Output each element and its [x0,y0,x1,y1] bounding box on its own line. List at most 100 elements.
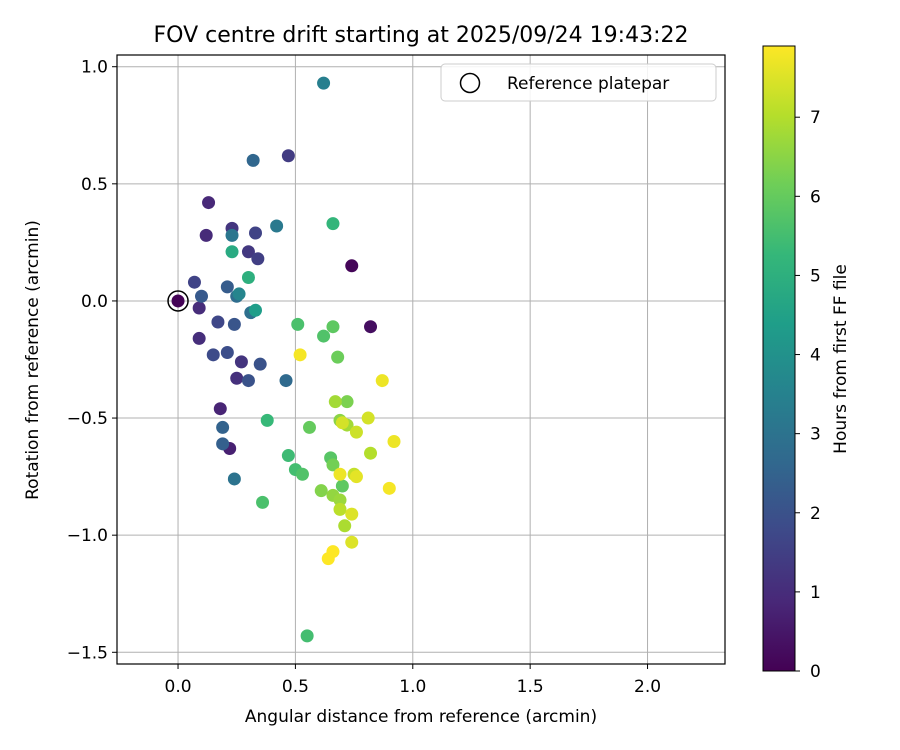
data-point [249,226,263,240]
data-point [199,228,213,242]
data-point [300,629,314,643]
legend-label: Reference platepar [507,74,669,94]
data-point [326,458,340,472]
data-point [246,153,260,167]
chart-title: FOV centre drift starting at 2025/09/24 … [154,23,689,48]
data-point [293,348,307,362]
data-point [241,374,255,388]
data-point [349,470,363,484]
data-point [230,371,244,385]
colorbar-tick-label: 6 [810,187,821,207]
data-point [382,481,396,495]
y-tick-label: −1.5 [67,643,108,663]
data-point [216,437,230,451]
legend-marker-reference-icon [459,72,481,94]
data-point [295,467,309,481]
data-point [317,76,331,90]
data-point [171,294,185,308]
y-tick-label: −1.0 [67,526,108,546]
data-point [256,495,270,509]
data-point [260,413,274,427]
data-point [387,434,401,448]
data-point [202,196,216,210]
data-point [326,320,340,334]
data-point [364,446,378,460]
data-point [349,425,363,439]
data-point [281,449,295,463]
y-tick-label: 0.5 [81,175,108,195]
data-point [216,420,230,434]
colorbar-gradient [762,45,796,672]
x-tick-label: 2.0 [634,677,661,697]
data-point [192,331,206,345]
data-point [331,350,345,364]
data-point [232,287,246,301]
data-point [345,535,359,549]
data-point [317,329,331,343]
data-point [302,420,316,434]
data-point [345,259,359,273]
colorbar-label: Hours from first FF file [831,264,851,454]
data-point [234,355,248,369]
colorbar-tick-label: 4 [810,346,821,366]
colorbar-tick-label: 7 [810,108,821,128]
data-point [335,479,349,493]
data-point [328,395,342,409]
data-point [270,219,284,233]
colorbar-tick-label: 0 [810,662,821,682]
data-point [220,280,234,294]
plot-frame [116,54,726,665]
data-point [206,348,220,362]
legend: Reference platepar [440,63,717,102]
colorbar-tick-label: 2 [810,504,821,524]
data-point [321,552,335,566]
y-tick-label: −0.5 [67,409,108,429]
data-point [364,320,378,334]
data-point [220,345,234,359]
data-point [345,507,359,521]
data-point [335,416,349,430]
colorbar-tick-label: 5 [810,266,821,286]
data-point [225,228,239,242]
data-point [227,317,241,331]
data-point [340,395,354,409]
data-point [241,245,255,259]
grid-lines [117,55,725,664]
data-point [211,315,225,329]
y-axis-label: Rotation from reference (arcmin) [23,220,43,500]
data-points [167,76,401,643]
data-point [241,271,255,285]
colorbar-tick-label: 3 [810,425,821,445]
data-point [225,245,239,259]
data-point [281,149,295,163]
data-point [291,317,305,331]
x-axis-label: Angular distance from reference (arcmin) [245,707,597,727]
colorbar-tick-label: 1 [810,583,821,603]
data-point [187,275,201,289]
x-tick-label: 1.0 [399,677,426,697]
reference-platepar-marker [167,290,189,312]
x-axis-ticks: 0.0 0.5 1.0 1.5 2.0 [165,664,661,697]
data-point [253,357,267,371]
data-point [338,519,352,533]
data-point [375,374,389,388]
x-tick-label: 0.0 [165,677,192,697]
data-point [192,301,206,315]
data-point [279,374,293,388]
data-point [333,467,347,481]
data-point [361,411,375,425]
colorbar: 0 1 2 3 4 5 6 7 Hours from first FF file [762,45,851,682]
data-point [249,303,263,317]
y-tick-label: 1.0 [81,58,108,78]
x-tick-label: 0.5 [282,677,309,697]
x-tick-label: 1.5 [517,677,544,697]
data-point [333,493,347,507]
data-point [213,402,227,416]
data-point [326,217,340,231]
y-tick-label: 0.0 [81,292,108,312]
colorbar-ticks: 0 1 2 3 4 5 6 7 [795,108,821,682]
data-point [195,289,209,303]
y-axis-ticks: 1.0 0.5 0.0 −0.5 −1.0 −1.5 [67,58,117,663]
data-point [314,484,328,498]
